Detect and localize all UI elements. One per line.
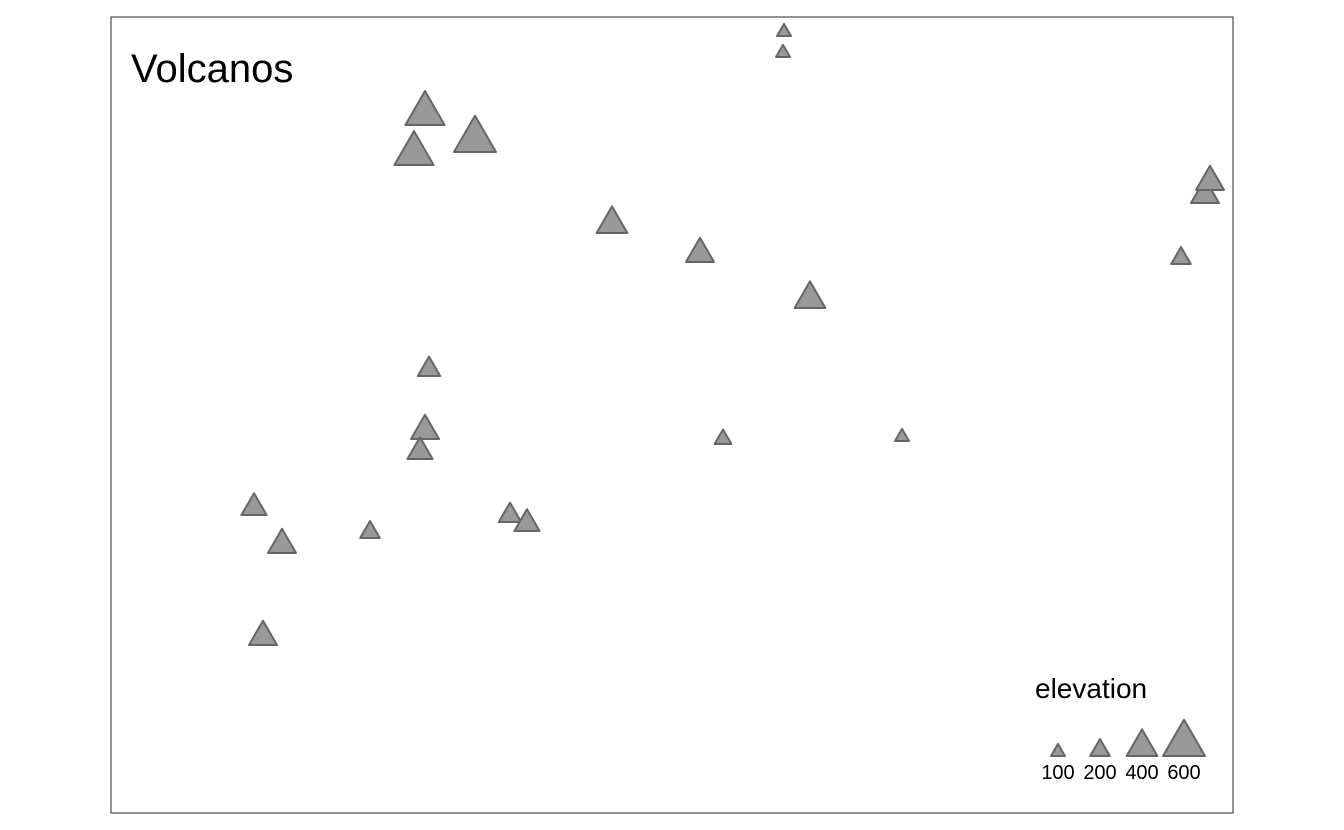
legend-label: 400 (1125, 762, 1158, 784)
volcano-marker (513, 508, 541, 532)
volcano-marker (393, 130, 435, 166)
volcano-marker (359, 520, 381, 539)
volcano-marker (497, 501, 523, 523)
volcano-markers (240, 22, 1225, 646)
volcano-marker (248, 619, 278, 646)
legend-items: 100 200 400 600 (1041, 718, 1206, 784)
legend-label: 200 (1083, 762, 1116, 784)
legend-marker (1162, 718, 1206, 757)
volcano-marker (406, 436, 434, 460)
volcano-marker (894, 427, 910, 442)
legend-title: elevation (1035, 673, 1147, 704)
volcano-marker (453, 114, 497, 153)
map-frame (110, 16, 1234, 814)
volcano-marker (410, 413, 440, 440)
volcano-marker (1195, 164, 1225, 191)
volcano-marker (775, 43, 791, 58)
map-title: Volcanos (131, 47, 293, 91)
volcano-marker (240, 492, 268, 516)
legend-marker (1125, 728, 1159, 757)
legend-label: 600 (1167, 762, 1200, 784)
volcano-marker (793, 280, 827, 309)
volcano-marker (1170, 246, 1192, 265)
volcano-marker (776, 22, 792, 37)
volcano-marker (267, 527, 297, 554)
volcano-marker (404, 90, 446, 126)
legend-marker (1089, 738, 1111, 757)
volcano-marker (595, 205, 629, 234)
volcano-marker (416, 355, 442, 377)
legend-label: 100 (1041, 762, 1074, 784)
volcano-marker (685, 236, 715, 263)
volcano-marker (713, 428, 733, 445)
legend-marker (1050, 742, 1066, 757)
